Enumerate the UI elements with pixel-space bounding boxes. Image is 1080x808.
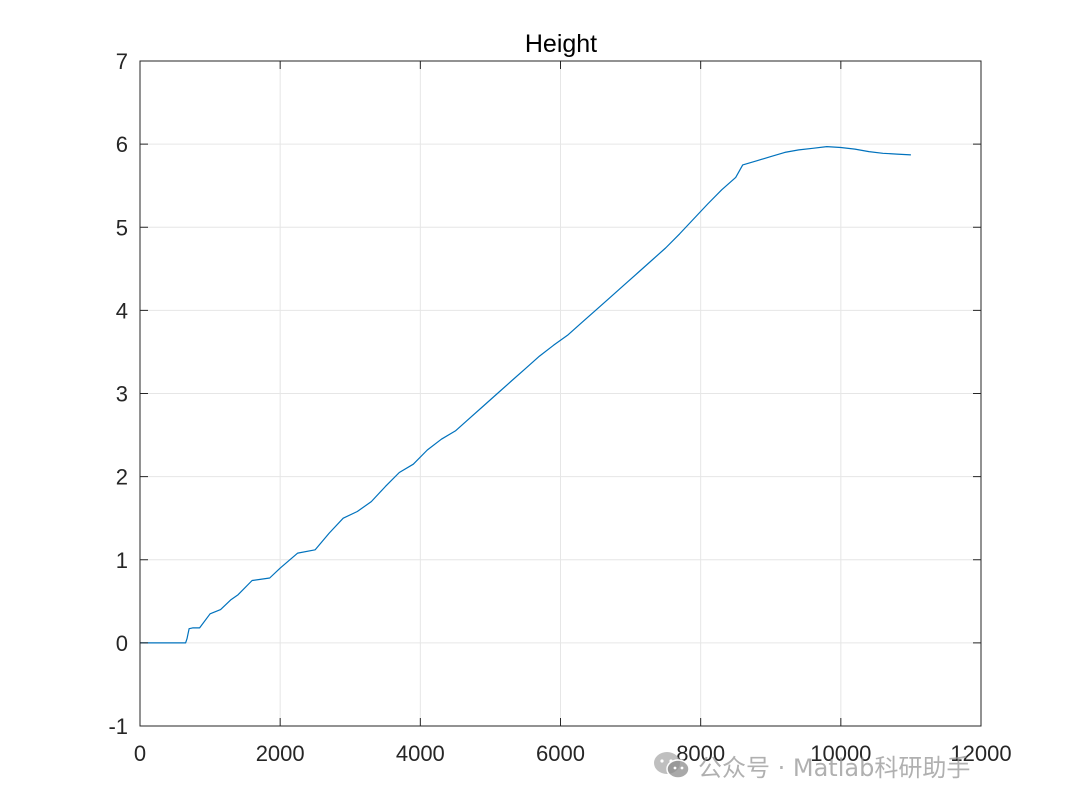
x-tick-label: 4000 — [396, 741, 445, 766]
series-line — [140, 146, 911, 644]
watermark-text: 公众号 · Matlab科研助手 — [698, 754, 971, 782]
y-tick-label: 2 — [116, 465, 128, 490]
grid — [140, 61, 981, 726]
y-tick-label: 1 — [116, 548, 128, 573]
y-tick-label: 3 — [116, 382, 128, 407]
x-tick-label: 0 — [134, 741, 146, 766]
x-tick-label: 2000 — [256, 741, 305, 766]
y-tick-label: 7 — [116, 49, 128, 74]
x-tick-label: 10000 — [810, 741, 871, 766]
watermark: 公众号 · Matlab科研助手 — [652, 748, 970, 783]
y-tick-label: 4 — [116, 298, 128, 323]
x-tick-label: 12000 — [950, 741, 1011, 766]
y-tick-label: 5 — [116, 215, 128, 240]
y-tick-label: 6 — [116, 132, 128, 157]
series-layer — [140, 146, 911, 644]
y-tick-label: -1 — [108, 714, 128, 739]
wechat-icon — [654, 751, 690, 779]
x-tick-label: 6000 — [536, 741, 585, 766]
y-tick-label: 0 — [116, 631, 128, 656]
chart-title: Height — [525, 30, 597, 58]
